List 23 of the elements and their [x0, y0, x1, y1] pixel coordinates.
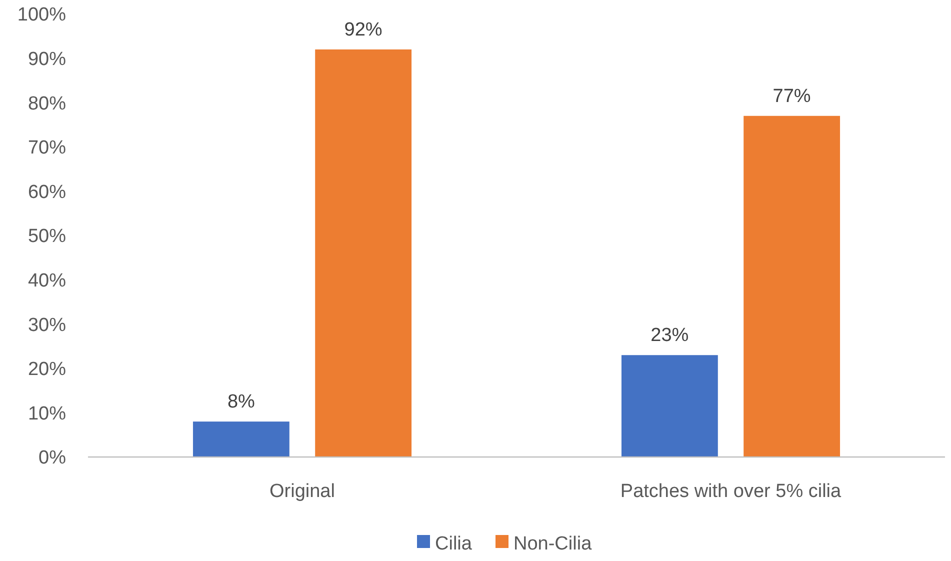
bar: [315, 49, 412, 457]
y-tick-label: 40%: [28, 270, 66, 292]
bar: [192, 422, 290, 457]
data-label: 77%: [772, 86, 811, 107]
y-tick-label: 100%: [17, 4, 66, 26]
y-tick-label: 0%: [38, 448, 66, 469]
y-tick-label: 20%: [28, 359, 66, 380]
x-tick-label: Patches with over 5% cilia: [620, 481, 842, 502]
data-label: 23%: [650, 325, 689, 346]
y-tick-label: 10%: [28, 403, 66, 424]
y-tick-label: 50%: [28, 226, 66, 248]
bar: [621, 355, 718, 457]
y-tick-label: 30%: [28, 314, 66, 336]
legend-label: Cilia: [435, 534, 472, 555]
bar: [744, 116, 840, 457]
data-label: 8%: [227, 392, 256, 413]
x-tick-label: Original: [270, 481, 335, 502]
legend-label: Non-Cilia: [514, 534, 592, 555]
y-tick-label: 80%: [28, 93, 66, 114]
y-tick-label: 70%: [28, 138, 66, 159]
y-tick-label: 60%: [28, 182, 66, 203]
y-tick-label: 90%: [28, 48, 66, 70]
data-label: 92%: [344, 19, 382, 40]
